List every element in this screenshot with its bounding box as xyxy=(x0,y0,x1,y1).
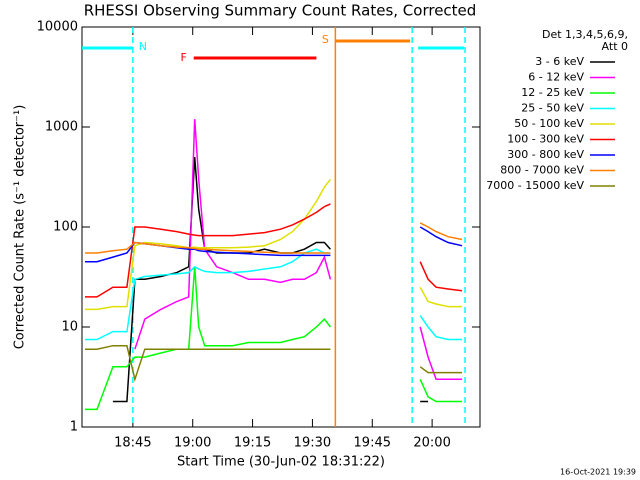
footer: 16-Oct-2021 19:39 xyxy=(560,468,636,477)
legend-label: 6 - 12 keV xyxy=(528,71,584,84)
series-line xyxy=(85,344,462,383)
y-tick-label: 100 xyxy=(53,220,78,235)
series-line xyxy=(85,266,462,411)
legend-label: 3 - 6 keV xyxy=(535,55,584,68)
series-line xyxy=(85,178,462,311)
legend-label: 50 - 100 keV xyxy=(514,117,584,130)
legend-label: 300 - 800 keV xyxy=(507,148,584,161)
y-tick-label: 10000 xyxy=(37,20,78,35)
legend-label: 800 - 7000 keV xyxy=(500,164,584,177)
series-line xyxy=(85,226,463,263)
x-tick-label: 19:00 xyxy=(174,436,211,451)
legend-label: 12 - 25 keV xyxy=(521,86,584,99)
flag-label: N xyxy=(139,40,147,53)
flag-label: F xyxy=(181,51,187,64)
y-tick-label: 1000 xyxy=(45,120,78,135)
series-line xyxy=(134,119,462,381)
series-line xyxy=(85,248,462,341)
series-line xyxy=(85,222,463,254)
legend-label: 100 - 300 keV xyxy=(507,133,584,146)
x-tick-label: 19:30 xyxy=(294,436,331,451)
y-tick-label: 1 xyxy=(70,420,78,435)
series-line xyxy=(85,203,463,298)
chart-title: RHESSI Observing Summary Count Rates, Co… xyxy=(84,2,477,20)
x-axis-label: Start Time (30-Jun-02 18:31:22) xyxy=(177,455,385,470)
y-axis-label: Corrected Count Rate (s⁻¹ detector⁻¹) xyxy=(13,105,28,350)
series-line xyxy=(112,157,429,403)
x-tick-label: 18:45 xyxy=(114,436,151,451)
x-tick-label: 20:00 xyxy=(413,436,450,451)
x-tick-label: 19:45 xyxy=(354,436,391,451)
legend-label: 25 - 50 keV xyxy=(521,102,584,115)
x-tick-label: 19:15 xyxy=(234,436,271,451)
plot-area xyxy=(85,27,466,427)
legend-title: Det 1,3,4,5,6,9, xyxy=(542,28,628,41)
legend-title: Att 0 xyxy=(602,40,628,53)
y-tick-label: 10 xyxy=(61,320,78,335)
flag-label: S xyxy=(322,33,329,46)
legend-label: 7000 - 15000 keV xyxy=(486,179,584,192)
